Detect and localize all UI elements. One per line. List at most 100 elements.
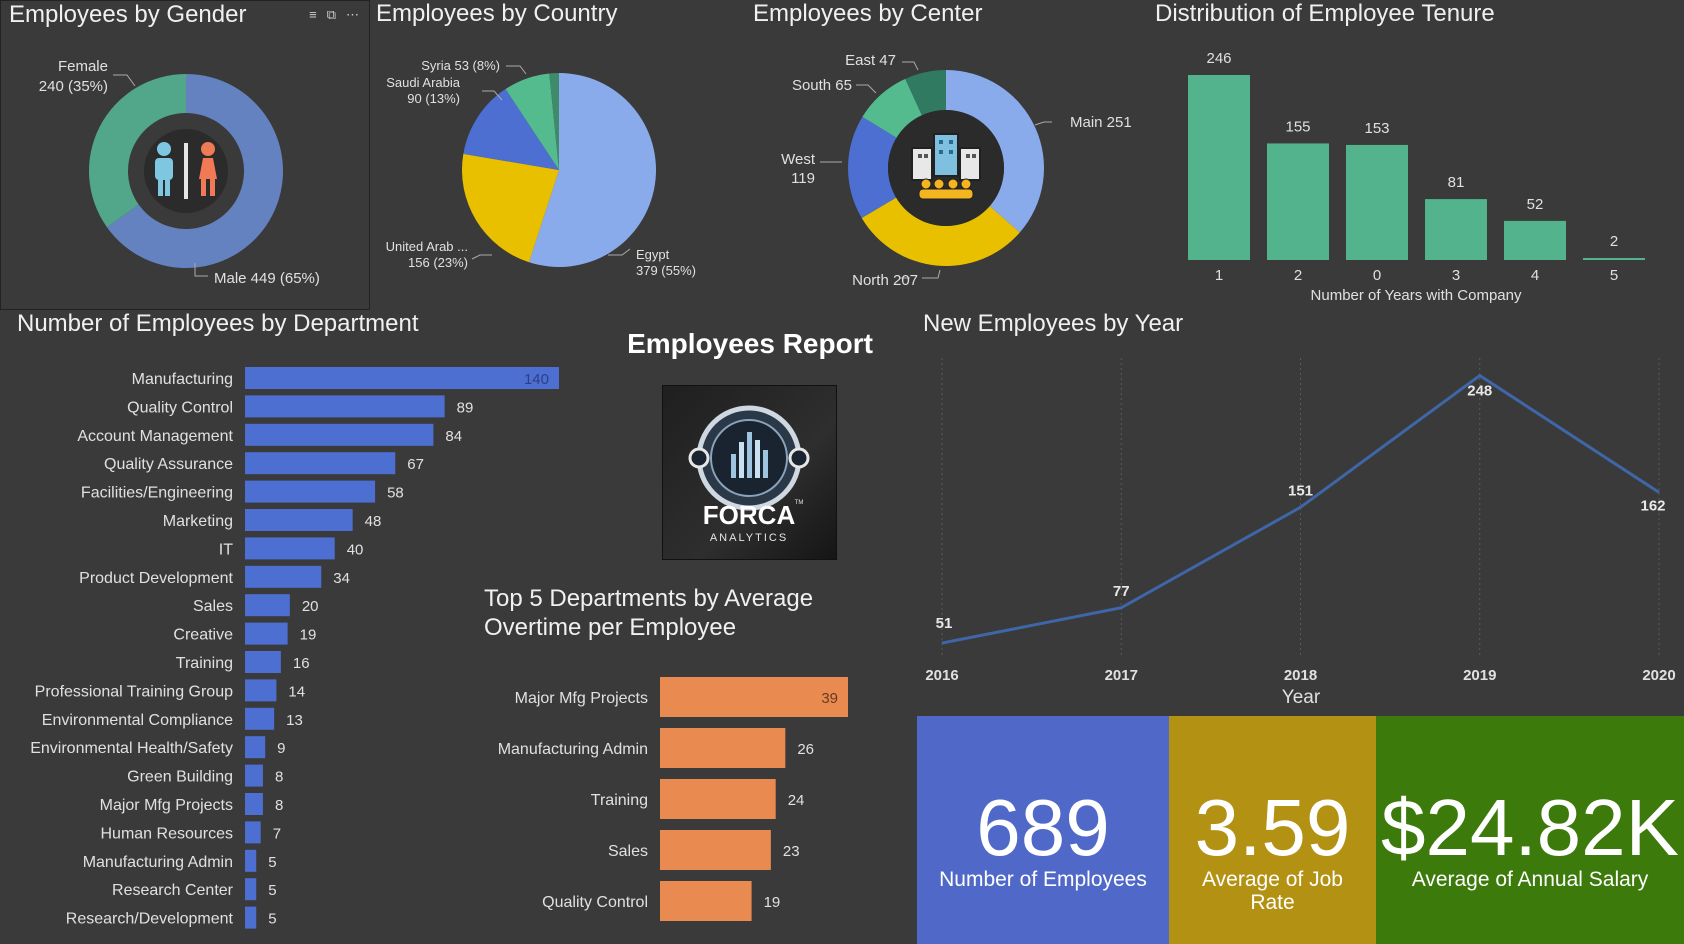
line-data-label: 151 [1288, 482, 1313, 499]
department-bar[interactable] [245, 793, 263, 815]
tenure-bar[interactable] [1188, 75, 1250, 260]
center-west-label: West [781, 151, 816, 168]
center-north-label: North 207 [852, 272, 918, 289]
gender-visual[interactable]: Employees by Gender ≡ ⧉ ⋯ Female 240 (35… [0, 0, 370, 310]
department-bar[interactable] [245, 679, 277, 702]
department-label: Manufacturing Admin [83, 854, 233, 871]
department-value: 67 [407, 456, 424, 473]
department-bar[interactable] [245, 849, 257, 872]
department-bar[interactable] [245, 821, 261, 844]
department-bar[interactable] [245, 565, 322, 588]
newhires-title: New Employees by Year [923, 310, 1184, 337]
tenure-data-label: 2 [1610, 233, 1618, 250]
tenure-data-label: 81 [1448, 174, 1465, 191]
department-value: 48 [365, 513, 382, 530]
department-bar[interactable] [245, 878, 257, 901]
overtime-label: Training [591, 792, 648, 809]
center-slice-north[interactable] [861, 197, 1020, 266]
department-bar[interactable] [245, 906, 257, 929]
tenure-bar[interactable] [1346, 144, 1408, 260]
department-label: Environmental Compliance [42, 712, 233, 729]
department-label: Human Resources [101, 825, 234, 842]
tenure-tick-label: 2 [1294, 267, 1302, 284]
newhires-line-chart[interactable]: 2016 2017 2018 2019 2020 51 77 151 248 162 Year [915, 340, 1684, 710]
department-bar[interactable] [245, 594, 290, 617]
department-bar[interactable] [245, 395, 445, 418]
tenure-tick-label: 3 [1452, 267, 1460, 284]
tenure-bar-chart[interactable]: 246 1 155 2 153 0 81 3 52 4 2 5 Number of Years wit… [1160, 30, 1684, 310]
country-slice-egypt[interactable] [528, 73, 656, 267]
country-saudi-label: Saudi Arabia [386, 75, 460, 90]
overtime-bar[interactable] [660, 728, 786, 768]
kpi-card-employees[interactable]: 689 Number of Employees [917, 716, 1169, 944]
filter-icon[interactable]: ≡ [309, 7, 317, 22]
kpi-job-rate-value: 3.59 [1194, 783, 1351, 872]
tenure-bar[interactable] [1504, 220, 1566, 260]
department-bar[interactable] [245, 452, 396, 475]
department-label: Training [176, 655, 233, 672]
newhires-axis-label: Year [1282, 687, 1321, 708]
country-slice-saudi-arabia[interactable] [463, 89, 559, 170]
gender-female-value: 240 (35%) [39, 78, 108, 95]
gender-slice-male[interactable] [106, 74, 283, 268]
tenure-bar[interactable] [1425, 199, 1487, 260]
department-value: 8 [275, 769, 283, 786]
department-bar[interactable] [245, 480, 376, 503]
line-series[interactable] [941, 373, 1660, 645]
department-value: 5 [268, 854, 276, 871]
center-slice-south[interactable] [862, 78, 922, 138]
tenure-tick-label: 1 [1215, 267, 1223, 284]
tenure-tick-label: 0 [1373, 267, 1381, 284]
tenure-data-label: 52 [1527, 196, 1544, 213]
overtime-bar-chart[interactable]: Major Mfg Projects 39 Manufacturing Admin 2… [470, 660, 890, 930]
country-uae-label: United Arab ... [386, 239, 468, 254]
department-bar[interactable] [245, 367, 559, 389]
overtime-bar[interactable] [660, 830, 771, 870]
department-bar[interactable] [245, 537, 335, 560]
department-bar[interactable] [245, 622, 288, 645]
overtime-value: 24 [788, 792, 805, 809]
center-slice-west[interactable] [848, 116, 897, 219]
department-label: Major Mfg Projects [100, 797, 233, 814]
center-slice-main[interactable] [946, 70, 1044, 233]
country-slice-syria[interactable] [505, 73, 559, 170]
more-options-icon[interactable]: ⋯ [346, 7, 359, 22]
focus-mode-icon[interactable]: ⧉ [326, 7, 336, 22]
center-donut-chart[interactable]: Main 251 North 207 West 119 South 65 Eas… [740, 30, 1140, 300]
center-east-label: East 47 [845, 52, 896, 69]
tenure-tick-label: 5 [1610, 267, 1618, 284]
tenure-bar[interactable] [1267, 143, 1329, 260]
department-bar[interactable] [245, 423, 434, 446]
country-slice-united-arab-[interactable] [462, 153, 559, 263]
department-value: 9 [277, 740, 285, 757]
kpi-employees-label: Number of Employees [939, 868, 1147, 891]
department-bar[interactable] [245, 736, 266, 759]
gender-slice-female[interactable] [88, 74, 186, 228]
department-bar[interactable] [245, 651, 281, 673]
center-slice-east[interactable] [905, 70, 946, 116]
tenure-bar[interactable] [1583, 258, 1645, 260]
department-bar[interactable] [245, 764, 263, 787]
logo-name: FORCA [703, 500, 796, 530]
tenure-tick-label: 4 [1531, 267, 1539, 284]
department-bar[interactable] [245, 509, 353, 531]
forca-analytics-logo: FORCA ANALYTICS TM [663, 386, 836, 559]
department-label: Environmental Health/Safety [30, 740, 233, 757]
gender-female-label: Female [58, 58, 108, 75]
kpi-card-salary[interactable]: $24.82K Average of Annual Salary [1376, 716, 1684, 944]
department-bar[interactable] [245, 707, 275, 730]
overtime-bar[interactable] [660, 881, 752, 921]
country-slice-other[interactable] [549, 73, 559, 170]
country-egypt-value: 379 (55%) [636, 263, 696, 278]
country-pie-chart[interactable]: Egypt 379 (55%) United Arab ... 156 (23%… [370, 30, 730, 300]
report-title: Employees Report [627, 328, 873, 359]
overtime-bar[interactable] [660, 779, 776, 819]
line-data-label: 162 [1640, 497, 1665, 514]
overtime-label: Quality Control [542, 894, 648, 911]
tenure-title: Distribution of Employee Tenure [1155, 0, 1495, 27]
department-label: Sales [193, 598, 233, 615]
kpi-card-job-rate[interactable]: 3.59 Average of Job Rate [1169, 716, 1376, 944]
department-label: IT [219, 541, 233, 558]
overtime-bar[interactable] [660, 677, 848, 717]
